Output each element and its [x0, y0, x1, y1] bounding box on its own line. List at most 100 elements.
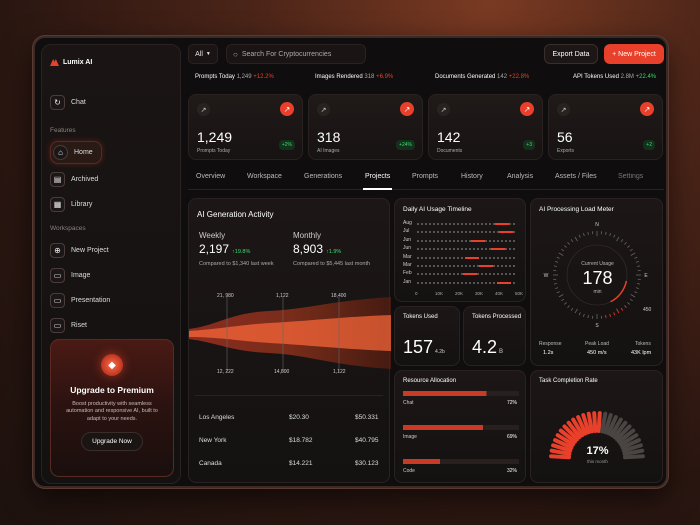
- usage-bar[interactable]: [491, 248, 505, 251]
- usage-bar[interactable]: [479, 265, 493, 267]
- kpi-badge: +24%: [396, 140, 415, 150]
- dial-tick: [616, 308, 620, 314]
- trend-icon: ↗: [317, 103, 330, 116]
- flow-top-label: 1,122: [276, 293, 289, 299]
- task-gauge-segment: [562, 424, 580, 442]
- usage-bar[interactable]: [463, 273, 477, 276]
- sidebar-item-label: Image: [71, 272, 91, 279]
- load-meter-dial: N W E S 450: [544, 222, 652, 329]
- kpi-label: AI Images: [317, 148, 340, 154]
- kpi-value: 318: [317, 129, 341, 145]
- monthly-compare: Compared to $5,445 last month: [293, 261, 371, 267]
- compass-label: W: [544, 273, 549, 279]
- kpi-card-exports[interactable]: ↗ ↗ 56 Exports +2: [548, 94, 663, 160]
- sidebar-item-archived[interactable]: ▤ Archived: [50, 172, 98, 187]
- arrow-up-right-icon[interactable]: ↗: [640, 102, 654, 116]
- task-sub: this month: [587, 459, 608, 464]
- dial-tick: [637, 283, 641, 285]
- sidebar-item-label: New Project: [71, 247, 109, 254]
- filter-select[interactable]: All ▼: [188, 44, 218, 64]
- divider: [195, 395, 383, 396]
- arrow-up-right-icon[interactable]: ↗: [400, 102, 414, 116]
- dial-tick: [635, 261, 639, 263]
- library-icon: ▦: [50, 197, 65, 212]
- usage-row-label: Jun: [403, 245, 412, 252]
- task-gauge-segment: [618, 433, 639, 447]
- kpi-badge: +2%: [278, 140, 295, 150]
- dial-tick: [567, 242, 570, 245]
- dashboard-window: Lumix AI ↻ Chat Features ⌂ Home ▤ Archiv…: [33, 36, 668, 488]
- search-input[interactable]: ○ Search For Cryptocurrencies: [226, 44, 366, 64]
- stat-prompts-today: Prompts Today 1,249 +12.2%: [195, 74, 274, 80]
- flow-core: [189, 315, 391, 351]
- search-icon: ○: [233, 49, 238, 59]
- tokens-used-value: 157 4.2b: [403, 337, 445, 357]
- tab-prompts[interactable]: Prompts: [412, 173, 439, 180]
- new-project-button[interactable]: + New Project: [604, 44, 664, 64]
- tab-workspace[interactable]: Workspace: [247, 173, 282, 180]
- card-title: Tokens Processed: [472, 314, 522, 320]
- sidebar-item-chat[interactable]: ↻ Chat: [50, 95, 86, 110]
- dial-tick: [556, 256, 560, 259]
- sidebar-item-new-project[interactable]: ⊕ New Project: [50, 243, 109, 258]
- kpi-card-images[interactable]: ↗ ↗ 318 AI Images +24%: [308, 94, 423, 160]
- gauge-stat-value: 43K lpm: [631, 350, 652, 356]
- usage-bar[interactable]: [471, 239, 485, 242]
- sidebar-item-home[interactable]: ⌂ Home: [50, 141, 102, 164]
- tab-bar: Overview Workspace Generations Projects …: [188, 170, 664, 190]
- tab-overview[interactable]: Overview: [196, 173, 226, 180]
- kpi-card-prompts[interactable]: ↗ ↗ 1,249 Prompts Today +2%: [188, 94, 303, 160]
- dial-tick: [629, 248, 633, 252]
- panel-title: AI Processing Load Meter: [539, 206, 614, 213]
- home-icon: ⌂: [53, 145, 68, 160]
- usage-row-label: Mar: [403, 262, 412, 268]
- tab-projects[interactable]: Projects: [362, 173, 393, 190]
- diamond-icon: ◆: [101, 354, 123, 376]
- kpi-card-documents[interactable]: ↗ ↗ 142 Documents +3: [428, 94, 543, 160]
- usage-bar[interactable]: [465, 256, 479, 259]
- task-gauge-segment: [596, 411, 602, 434]
- premium-card: ◆ Upgrade to Premium Boost productivity …: [50, 339, 174, 477]
- resource-bar: [403, 391, 519, 396]
- export-data-button[interactable]: Export Data: [544, 44, 598, 64]
- app-logo[interactable]: Lumix AI: [50, 59, 92, 66]
- sidebar-item-image[interactable]: ▭ Image: [50, 268, 90, 283]
- gauge-center-label: Current Usage: [581, 261, 614, 267]
- dial-tick: [587, 315, 589, 319]
- dial-tick: [561, 248, 565, 252]
- dial-tick: [553, 283, 557, 285]
- weekly-label: Weekly: [199, 231, 226, 240]
- tab-analysis[interactable]: Analysis: [507, 173, 534, 180]
- sidebar-item-riset[interactable]: ▭ Riset: [50, 318, 87, 333]
- tab-settings[interactable]: Settings: [618, 173, 644, 180]
- tab-assets-files[interactable]: Assets / Files: [555, 173, 597, 180]
- usage-x-tick: 40K: [495, 291, 504, 296]
- dial-tick: [556, 291, 560, 294]
- trend-icon: ↗: [557, 103, 570, 116]
- task-gauge-segment: [609, 417, 623, 438]
- sidebar-item-library[interactable]: ▦ Library: [50, 197, 92, 212]
- task-gauge-segment: [617, 428, 636, 444]
- task-gauge-segment: [603, 413, 613, 435]
- resource-allocation-panel: Resource Allocation Chat 72% Image 69% Code 3…: [394, 370, 526, 483]
- usage-bar[interactable]: [495, 223, 509, 225]
- arrow-up-right-icon[interactable]: ↗: [280, 102, 294, 116]
- folder-plus-icon: ⊕: [50, 243, 65, 258]
- usage-x-tick: 0: [415, 291, 418, 296]
- usage-bar[interactable]: [499, 231, 513, 234]
- arrow-up-right-icon[interactable]: ↗: [520, 102, 534, 116]
- upgrade-button[interactable]: Upgrade Now: [81, 432, 143, 452]
- ai-generation-activity-panel: AI Generation Activity Weekly 2,197 ↑19.8…: [188, 198, 391, 483]
- task-gauge-segment: [622, 448, 645, 456]
- sidebar-item-presentation[interactable]: ▭ Presentation: [50, 293, 110, 308]
- dial-tick: [555, 287, 559, 289]
- dial-tick: [637, 265, 641, 267]
- usage-bar[interactable]: [497, 281, 511, 284]
- activity-flow-chart: [189, 297, 391, 372]
- tab-history[interactable]: History: [461, 173, 483, 180]
- task-gauge-segment: [558, 428, 577, 444]
- resource-label: Image: [403, 434, 417, 440]
- folder-icon: ▭: [50, 293, 65, 308]
- tab-generations[interactable]: Generations: [304, 173, 343, 180]
- dial-tick: [605, 315, 607, 319]
